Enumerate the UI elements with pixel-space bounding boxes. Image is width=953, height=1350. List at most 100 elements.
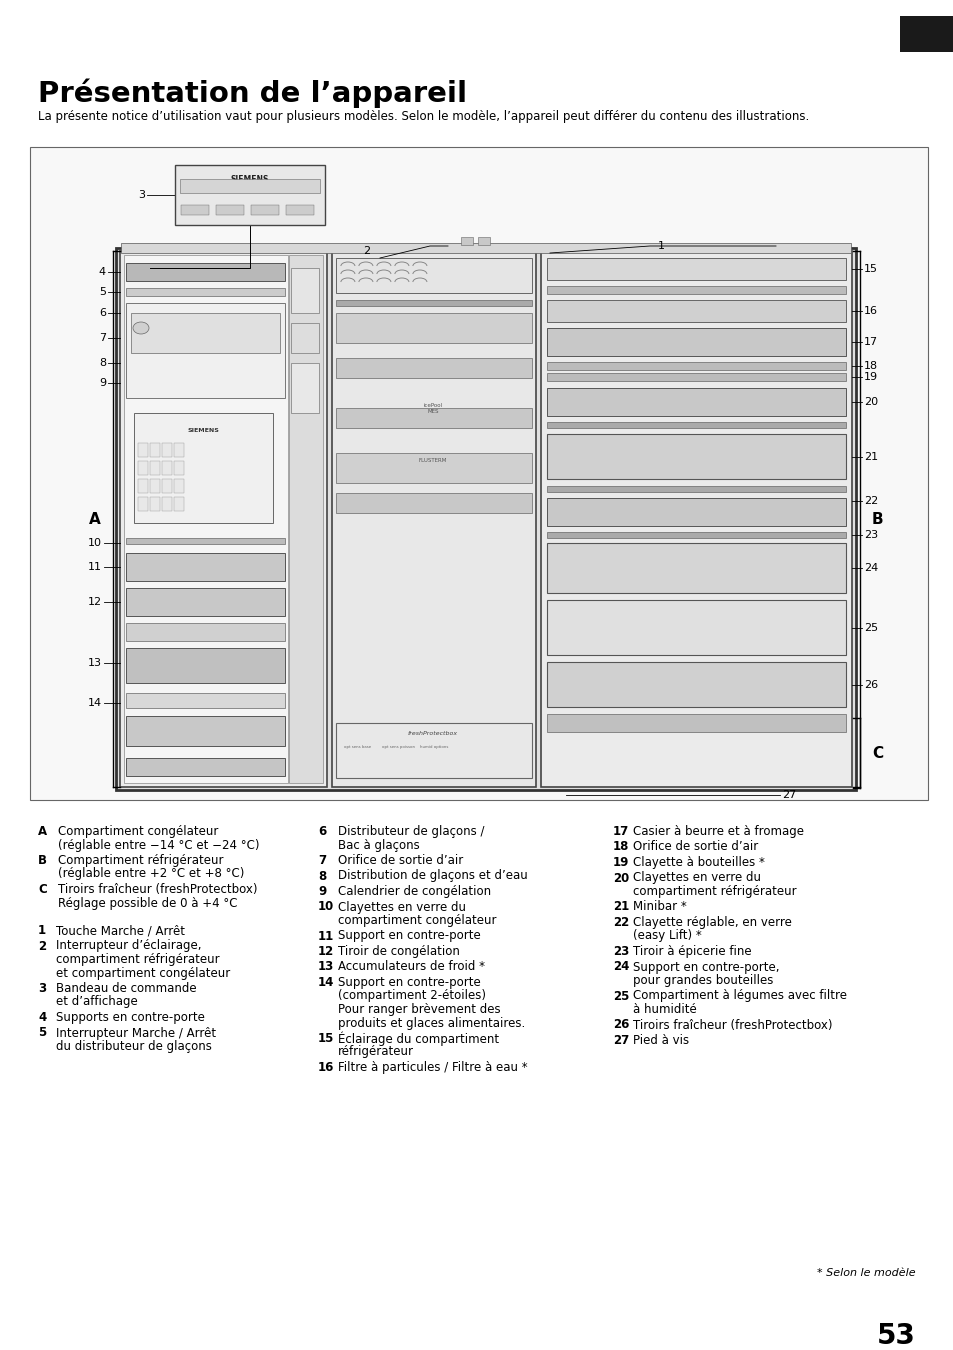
Bar: [126, 554, 285, 580]
Text: 15: 15: [317, 1031, 334, 1045]
Text: 12: 12: [88, 597, 102, 608]
Bar: [477, 238, 490, 244]
Text: 18: 18: [863, 360, 877, 371]
Bar: [150, 460, 160, 475]
Bar: [460, 238, 473, 244]
Bar: [546, 486, 845, 491]
Text: La présente notice d’utilisation vaut pour plusieurs modèles. Selon le modèle, l: La présente notice d’utilisation vaut po…: [38, 109, 808, 123]
Text: freshProtectbox: freshProtectbox: [408, 730, 457, 736]
Text: Support en contre-porte: Support en contre-porte: [337, 976, 480, 990]
Bar: [126, 757, 285, 776]
Text: 25: 25: [863, 622, 877, 633]
Text: Interrupteur d’éclairage,: Interrupteur d’éclairage,: [56, 940, 201, 953]
Bar: [332, 251, 536, 787]
Text: 21: 21: [863, 452, 877, 462]
Text: à humidité: à humidité: [633, 1003, 696, 1017]
Text: humid options: humid options: [419, 745, 448, 749]
Bar: [546, 543, 845, 593]
Bar: [546, 532, 845, 539]
Text: Calendrier de congélation: Calendrier de congélation: [337, 886, 491, 898]
Text: 20: 20: [863, 397, 877, 406]
Text: 11: 11: [88, 562, 102, 572]
Text: 15: 15: [863, 265, 877, 274]
Bar: [150, 497, 160, 512]
Bar: [150, 443, 160, 458]
Bar: [120, 251, 327, 787]
Bar: [173, 497, 184, 512]
Bar: [540, 251, 851, 787]
Bar: [546, 373, 845, 381]
Bar: [126, 539, 285, 544]
Text: Tiroir à épicerie fine: Tiroir à épicerie fine: [633, 945, 751, 958]
Text: Distributeur de glaçons /: Distributeur de glaçons /: [337, 825, 484, 838]
Text: Orifice de sortie d’air: Orifice de sortie d’air: [633, 841, 758, 853]
Text: SIEMENS: SIEMENS: [231, 176, 269, 184]
Text: FLUSTERM: FLUSTERM: [418, 458, 447, 463]
Bar: [335, 408, 532, 428]
Text: SIEMENS: SIEMENS: [187, 428, 218, 433]
Text: Touche Marche / Arrêt: Touche Marche / Arrêt: [56, 923, 185, 937]
Bar: [162, 443, 172, 458]
Text: Interrupteur Marche / Arrêt: Interrupteur Marche / Arrêt: [56, 1026, 216, 1040]
Text: B: B: [871, 512, 882, 526]
Text: 6: 6: [317, 825, 326, 838]
Text: 24: 24: [613, 960, 629, 973]
Text: 17: 17: [863, 338, 877, 347]
Text: 8: 8: [317, 869, 326, 883]
Text: (réglable entre −14 °C et −24 °C): (réglable entre −14 °C et −24 °C): [58, 838, 259, 852]
Text: Support en contre-porte: Support en contre-porte: [337, 930, 480, 942]
Text: 13: 13: [88, 657, 102, 668]
Text: 8: 8: [99, 358, 106, 369]
Bar: [126, 302, 285, 398]
Bar: [291, 269, 318, 313]
Text: 26: 26: [863, 680, 877, 690]
Text: et compartiment congélateur: et compartiment congélateur: [56, 967, 230, 980]
Text: Éclairage du compartiment: Éclairage du compartiment: [337, 1031, 498, 1046]
Text: 7: 7: [99, 333, 106, 343]
Text: icePool
MES: icePool MES: [423, 404, 442, 414]
Bar: [131, 313, 279, 352]
Bar: [138, 497, 148, 512]
Bar: [546, 286, 845, 294]
Bar: [335, 358, 532, 378]
Bar: [546, 362, 845, 370]
Bar: [291, 323, 318, 352]
Text: Supports en contre-porte: Supports en contre-porte: [56, 1011, 205, 1025]
Text: compartiment congélateur: compartiment congélateur: [337, 914, 496, 927]
Bar: [181, 205, 209, 215]
Text: Distribution de glaçons et d’eau: Distribution de glaçons et d’eau: [337, 869, 527, 883]
Text: 7: 7: [317, 855, 326, 867]
Bar: [286, 205, 314, 215]
Text: 5: 5: [99, 288, 106, 297]
Text: Réglage possible de 0 à +4 °C: Réglage possible de 0 à +4 °C: [58, 896, 237, 910]
Bar: [215, 205, 244, 215]
Text: 18: 18: [613, 841, 629, 853]
Bar: [289, 255, 322, 783]
Bar: [546, 328, 845, 356]
Ellipse shape: [132, 323, 149, 333]
Text: 17: 17: [613, 825, 629, 838]
Text: réfrigérateur: réfrigérateur: [337, 1045, 414, 1058]
Text: Casier à beurre et à fromage: Casier à beurre et à fromage: [633, 825, 803, 838]
Text: du distributeur de glaçons: du distributeur de glaçons: [56, 1040, 212, 1053]
Text: Compartiment à légumes avec filtre: Compartiment à légumes avec filtre: [633, 990, 846, 1003]
Text: 21: 21: [613, 900, 629, 914]
Text: 22: 22: [613, 917, 629, 929]
Bar: [251, 205, 278, 215]
Text: 14: 14: [88, 698, 102, 707]
Text: 4: 4: [38, 1011, 46, 1025]
Text: Accumulateurs de froid *: Accumulateurs de froid *: [337, 960, 484, 973]
Bar: [174, 165, 325, 225]
Bar: [162, 460, 172, 475]
Text: Tiroirs fraîcheur (freshProtectbox): Tiroirs fraîcheur (freshProtectbox): [633, 1018, 832, 1031]
Text: A: A: [38, 825, 47, 838]
Text: 2: 2: [38, 940, 46, 953]
Bar: [173, 443, 184, 458]
Bar: [173, 479, 184, 493]
Text: A: A: [90, 512, 101, 526]
Bar: [30, 147, 927, 801]
Bar: [126, 589, 285, 616]
Text: 24: 24: [863, 563, 878, 572]
Bar: [546, 433, 845, 479]
Text: produits et glaces alimentaires.: produits et glaces alimentaires.: [337, 1017, 525, 1030]
